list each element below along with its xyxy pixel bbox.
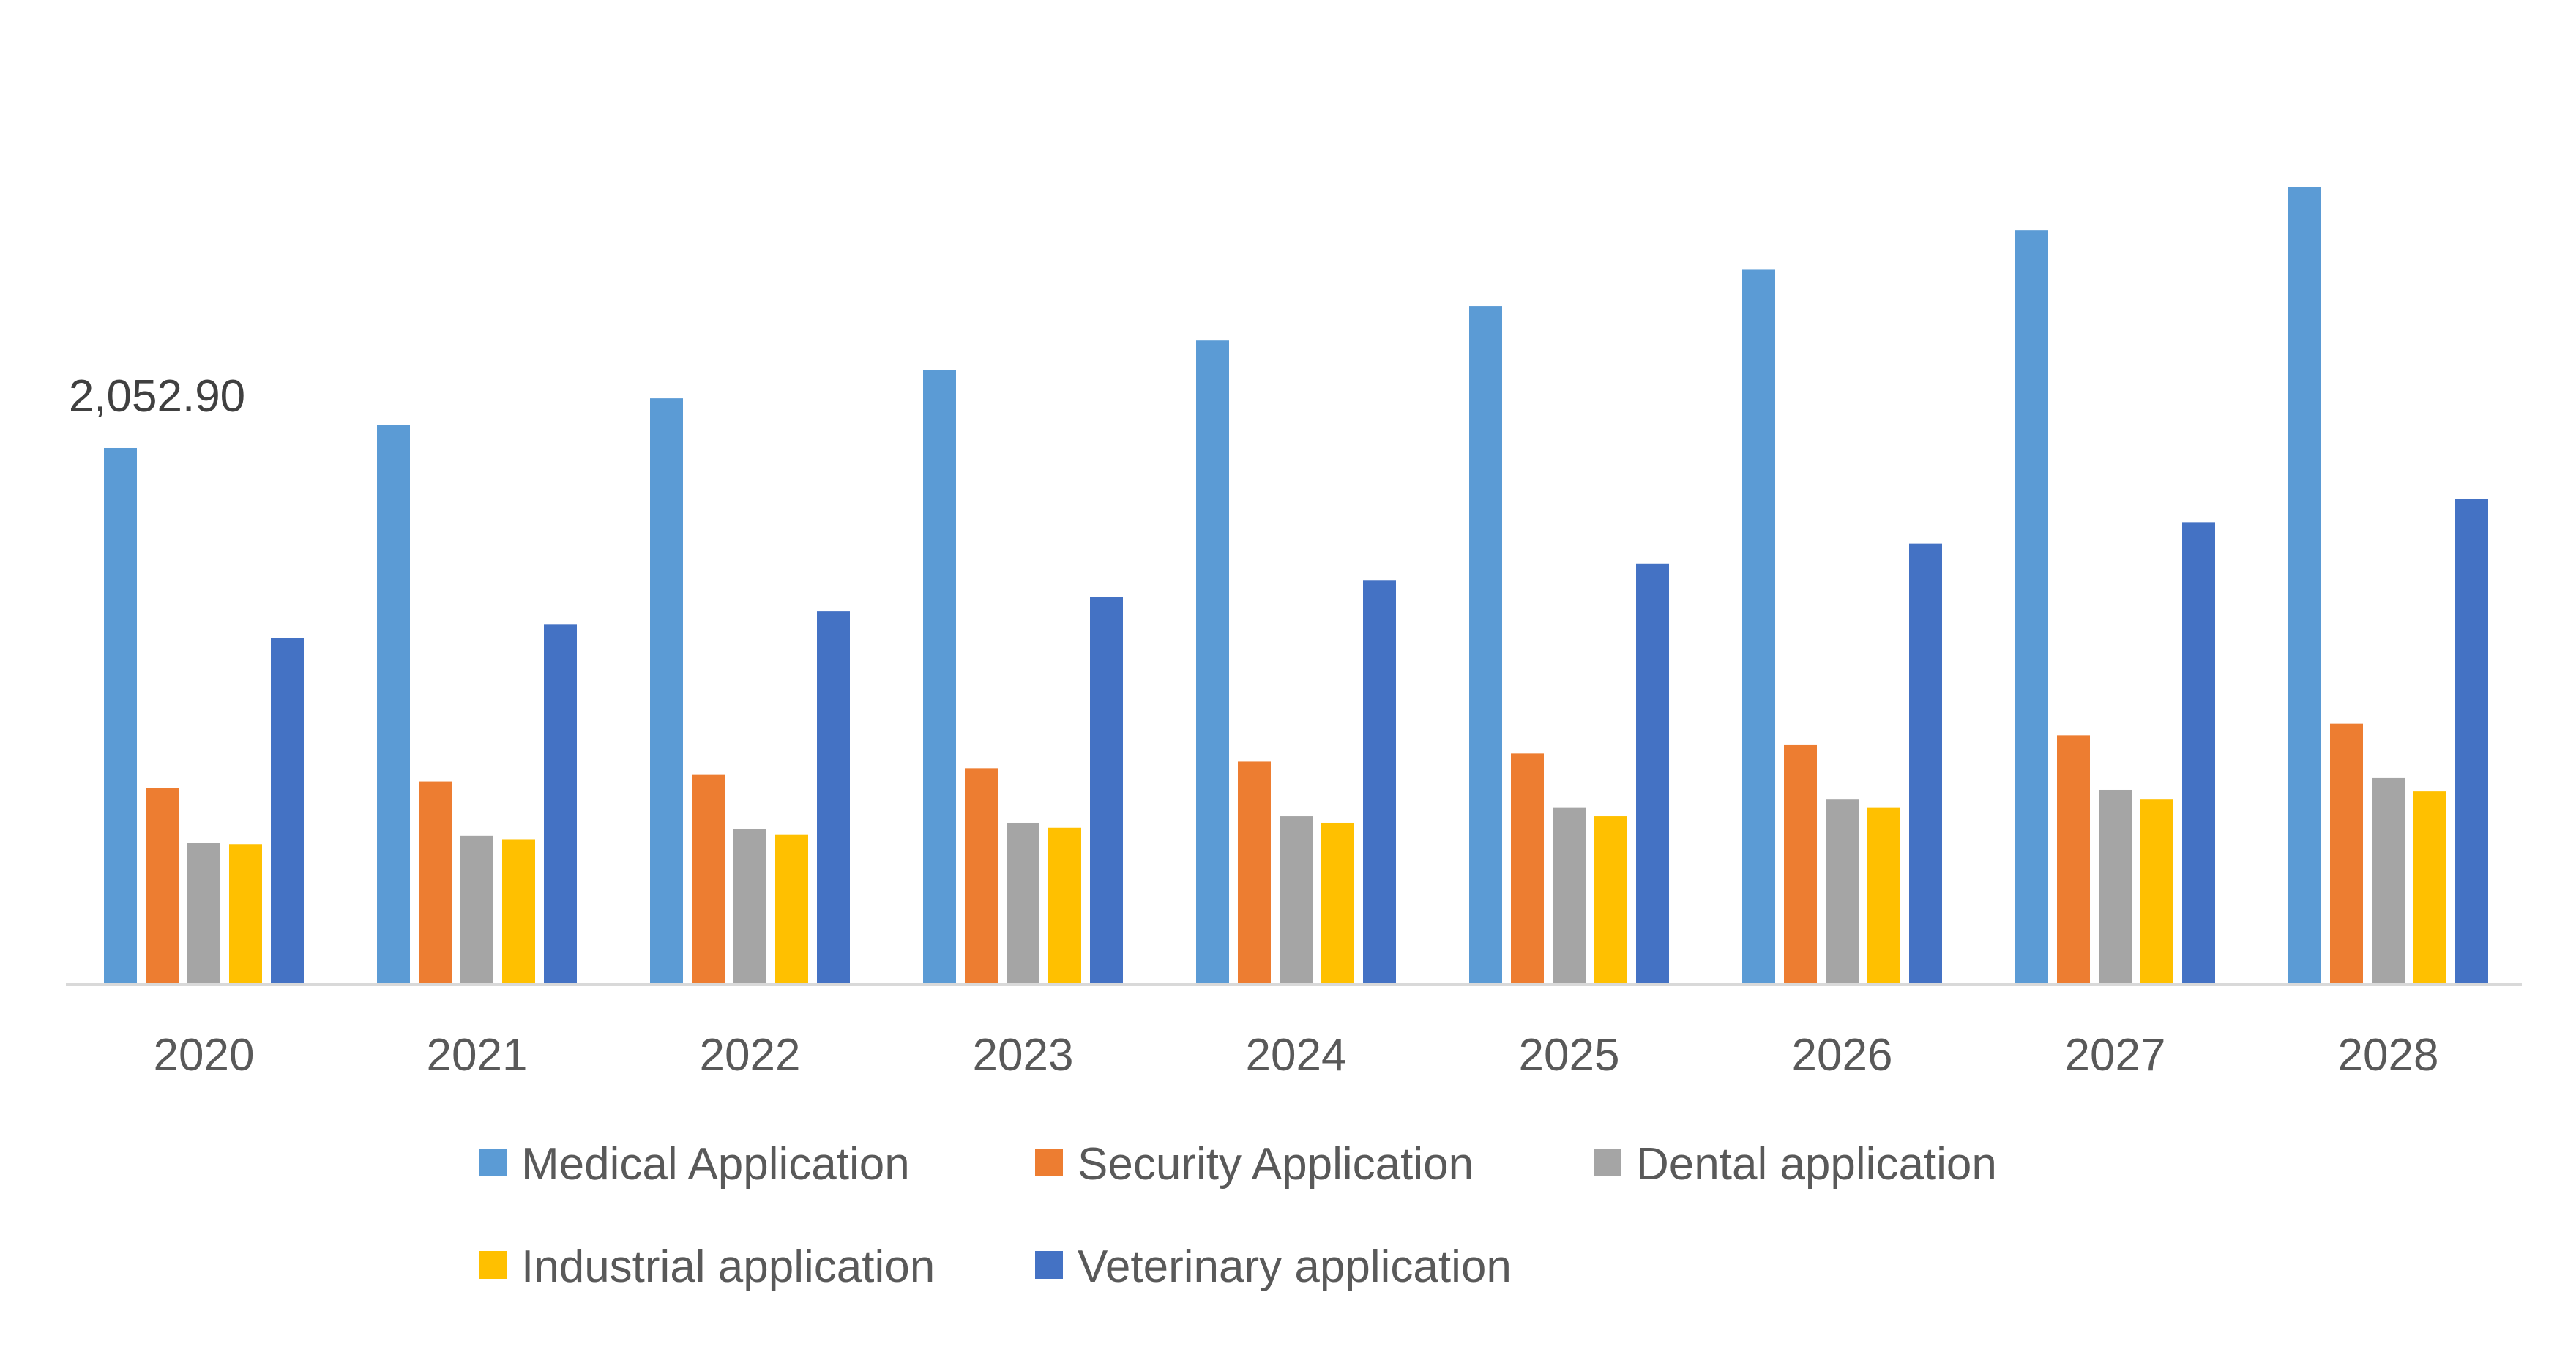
bar-dental-application-2020 xyxy=(187,843,220,985)
bar-security-application-2024 xyxy=(1238,761,1271,985)
bar-industrial-application-2024 xyxy=(1321,822,1354,985)
bar-veterinary-application-2026 xyxy=(1909,543,1942,985)
bar-dental-application-2028 xyxy=(2372,777,2405,985)
legend-item-dental-application: Dental application xyxy=(1594,1139,1997,1190)
bar-medical-application-2027 xyxy=(2015,230,2048,985)
bar-medical-application-2020 xyxy=(104,447,137,985)
data-label: 2,052.90 xyxy=(69,371,245,422)
bar-industrial-application-2020 xyxy=(229,844,262,985)
bar-medical-application-2025 xyxy=(1469,306,1502,985)
x-tick-label: 2028 xyxy=(2338,1030,2439,1080)
bar-veterinary-application-2021 xyxy=(544,624,577,985)
x-tick-label: 2022 xyxy=(700,1030,801,1080)
bar-security-application-2025 xyxy=(1511,753,1544,985)
x-tick-label: 2025 xyxy=(1519,1030,1620,1080)
legend-item-industrial-application: Industrial application xyxy=(479,1242,935,1292)
bar-medical-application-2024 xyxy=(1196,340,1229,985)
bar-medical-application-2022 xyxy=(650,398,683,985)
legend-swatch xyxy=(1035,1149,1063,1176)
legend-swatch xyxy=(479,1149,507,1176)
bar-industrial-application-2022 xyxy=(775,834,808,985)
bar-dental-application-2021 xyxy=(460,835,493,985)
legend-item-medical-application: Medical Application xyxy=(479,1139,910,1190)
bar-security-application-2028 xyxy=(2330,723,2363,985)
x-tick-label: 2026 xyxy=(1792,1030,1893,1080)
bar-veterinary-application-2028 xyxy=(2455,499,2488,985)
legend-item-veterinary-application: Veterinary application xyxy=(1035,1242,1512,1292)
legend-swatch xyxy=(1594,1149,1621,1176)
bar-security-application-2021 xyxy=(419,781,452,985)
bar-veterinary-application-2020 xyxy=(271,638,304,985)
bar-medical-application-2023 xyxy=(923,370,956,985)
x-tick-label: 2027 xyxy=(2065,1030,2166,1080)
legend-swatch xyxy=(479,1251,507,1279)
bar-industrial-application-2026 xyxy=(1867,807,1900,985)
bar-veterinary-application-2023 xyxy=(1090,597,1123,985)
bar-veterinary-application-2027 xyxy=(2182,522,2215,985)
bar-dental-application-2024 xyxy=(1280,816,1313,985)
bar-medical-application-2021 xyxy=(377,425,410,985)
bar-industrial-application-2028 xyxy=(2413,791,2446,985)
x-tick-label: 2020 xyxy=(154,1030,255,1080)
legend-swatch xyxy=(1035,1251,1063,1279)
bar-dental-application-2026 xyxy=(1826,799,1859,985)
legend-label: Medical Application xyxy=(521,1139,910,1190)
legend-label: Security Application xyxy=(1078,1139,1474,1190)
legend-label: Industrial application xyxy=(521,1242,935,1292)
bar-industrial-application-2027 xyxy=(2140,799,2173,985)
bar-veterinary-application-2025 xyxy=(1636,563,1669,985)
bar-dental-application-2023 xyxy=(1007,822,1039,985)
legend-label: Veterinary application xyxy=(1078,1242,1512,1292)
bar-security-application-2027 xyxy=(2057,735,2090,985)
bar-dental-application-2022 xyxy=(733,829,766,985)
legend-item-security-application: Security Application xyxy=(1035,1139,1474,1190)
bar-industrial-application-2021 xyxy=(502,839,535,985)
bar-dental-application-2027 xyxy=(2099,789,2132,985)
bar-security-application-2022 xyxy=(692,774,725,985)
bar-security-application-2026 xyxy=(1784,744,1817,985)
x-tick-label: 2021 xyxy=(427,1030,528,1080)
x-tick-label: 2023 xyxy=(973,1030,1074,1080)
bar-medical-application-2026 xyxy=(1742,269,1775,985)
bar-medical-application-2028 xyxy=(2288,187,2321,985)
bar-dental-application-2025 xyxy=(1553,807,1586,985)
legend-label: Dental application xyxy=(1636,1139,1997,1190)
bar-security-application-2023 xyxy=(965,768,998,985)
x-tick-label: 2024 xyxy=(1246,1030,1347,1080)
bar-industrial-application-2023 xyxy=(1048,827,1081,985)
bar-veterinary-application-2022 xyxy=(817,611,850,985)
data-labels: 2,052.90 xyxy=(69,371,245,422)
bar-veterinary-application-2024 xyxy=(1363,580,1396,985)
bar-industrial-application-2025 xyxy=(1594,816,1627,985)
x-tick-labels: 2020 2021 2022 2023 2024 2025 2026 2027 2028 xyxy=(154,1030,2439,1080)
bars-layer xyxy=(104,187,2488,985)
bar-security-application-2020 xyxy=(146,788,179,985)
legend: Medical Application Security Application D… xyxy=(479,1139,1997,1292)
